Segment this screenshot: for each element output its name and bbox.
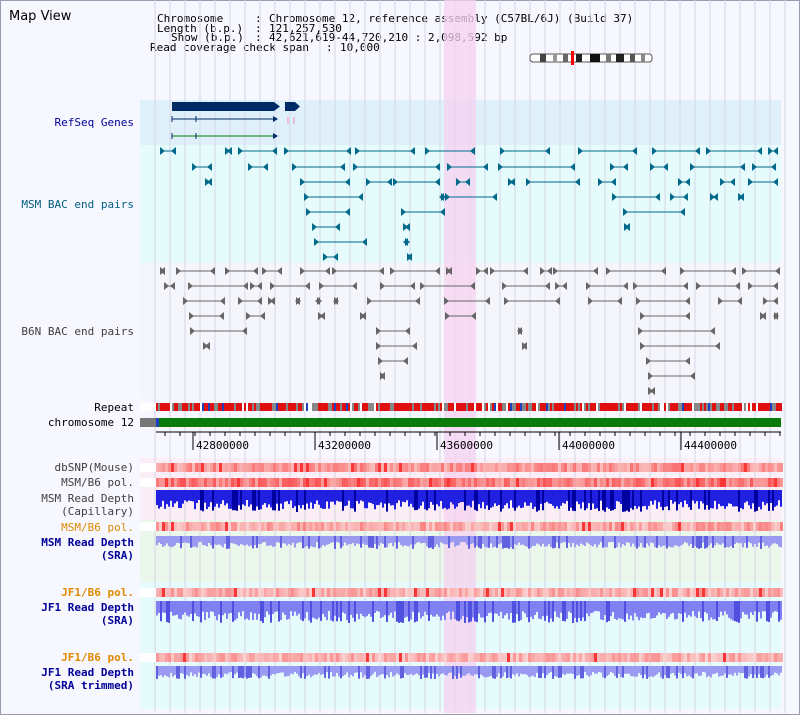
label-jf1-pol-1[interactable]: JF1/B6 pol. (61, 586, 134, 599)
coverage-key: Read coverage check span (150, 41, 309, 54)
label-msm-depth-sra[interactable]: MSM Read Depth (41, 536, 134, 549)
label-chromosome[interactable]: chromosome 12 (47, 416, 134, 429)
show-sep: : (255, 31, 262, 44)
coverage-value: 10,000 (340, 41, 380, 54)
label-msm-depth-capillary[interactable]: MSM Read Depth (41, 492, 134, 505)
label-msm-bac[interactable]: MSM BAC end pairs (21, 198, 134, 211)
label-jf1-depth-sra[interactable]: JF1 Read Depth (41, 601, 134, 614)
label-jf1-pol-2[interactable]: JF1/B6 pol. (61, 651, 134, 664)
label-b6n-bac[interactable]: B6N BAC end pairs (21, 325, 134, 338)
show-key: Show (b.p.) (171, 31, 244, 44)
length-key: Length (b.p.) (157, 22, 244, 35)
length-sep: : (255, 22, 262, 35)
label-jf1-depth-trimmed-sub: (SRA trimmed) (47, 679, 134, 692)
coverage-sep: : (326, 41, 333, 54)
label-refseq-genes[interactable]: RefSeq Genes (54, 116, 134, 129)
label-dbsnp[interactable]: dbSNP(Mouse) (54, 461, 134, 474)
label-msm-pol-2[interactable]: MSM/B6 pol. (61, 521, 134, 534)
label-msm-pol-1[interactable]: MSM/B6 pol. (61, 476, 134, 489)
chromosome-sep: : (255, 12, 262, 25)
chromosome-key: Chromosome (157, 12, 224, 25)
label-jf1-depth-sra-sub: (SRA) (100, 614, 134, 627)
label-repeat[interactable]: Repeat (94, 401, 134, 414)
label-msm-depth-capillary-sub: (Capillary) (61, 505, 134, 518)
label-jf1-depth-trimmed[interactable]: JF1 Read Depth (41, 666, 134, 679)
label-msm-depth-sra-sub: (SRA) (100, 549, 134, 562)
page-title: Map View (9, 9, 72, 24)
